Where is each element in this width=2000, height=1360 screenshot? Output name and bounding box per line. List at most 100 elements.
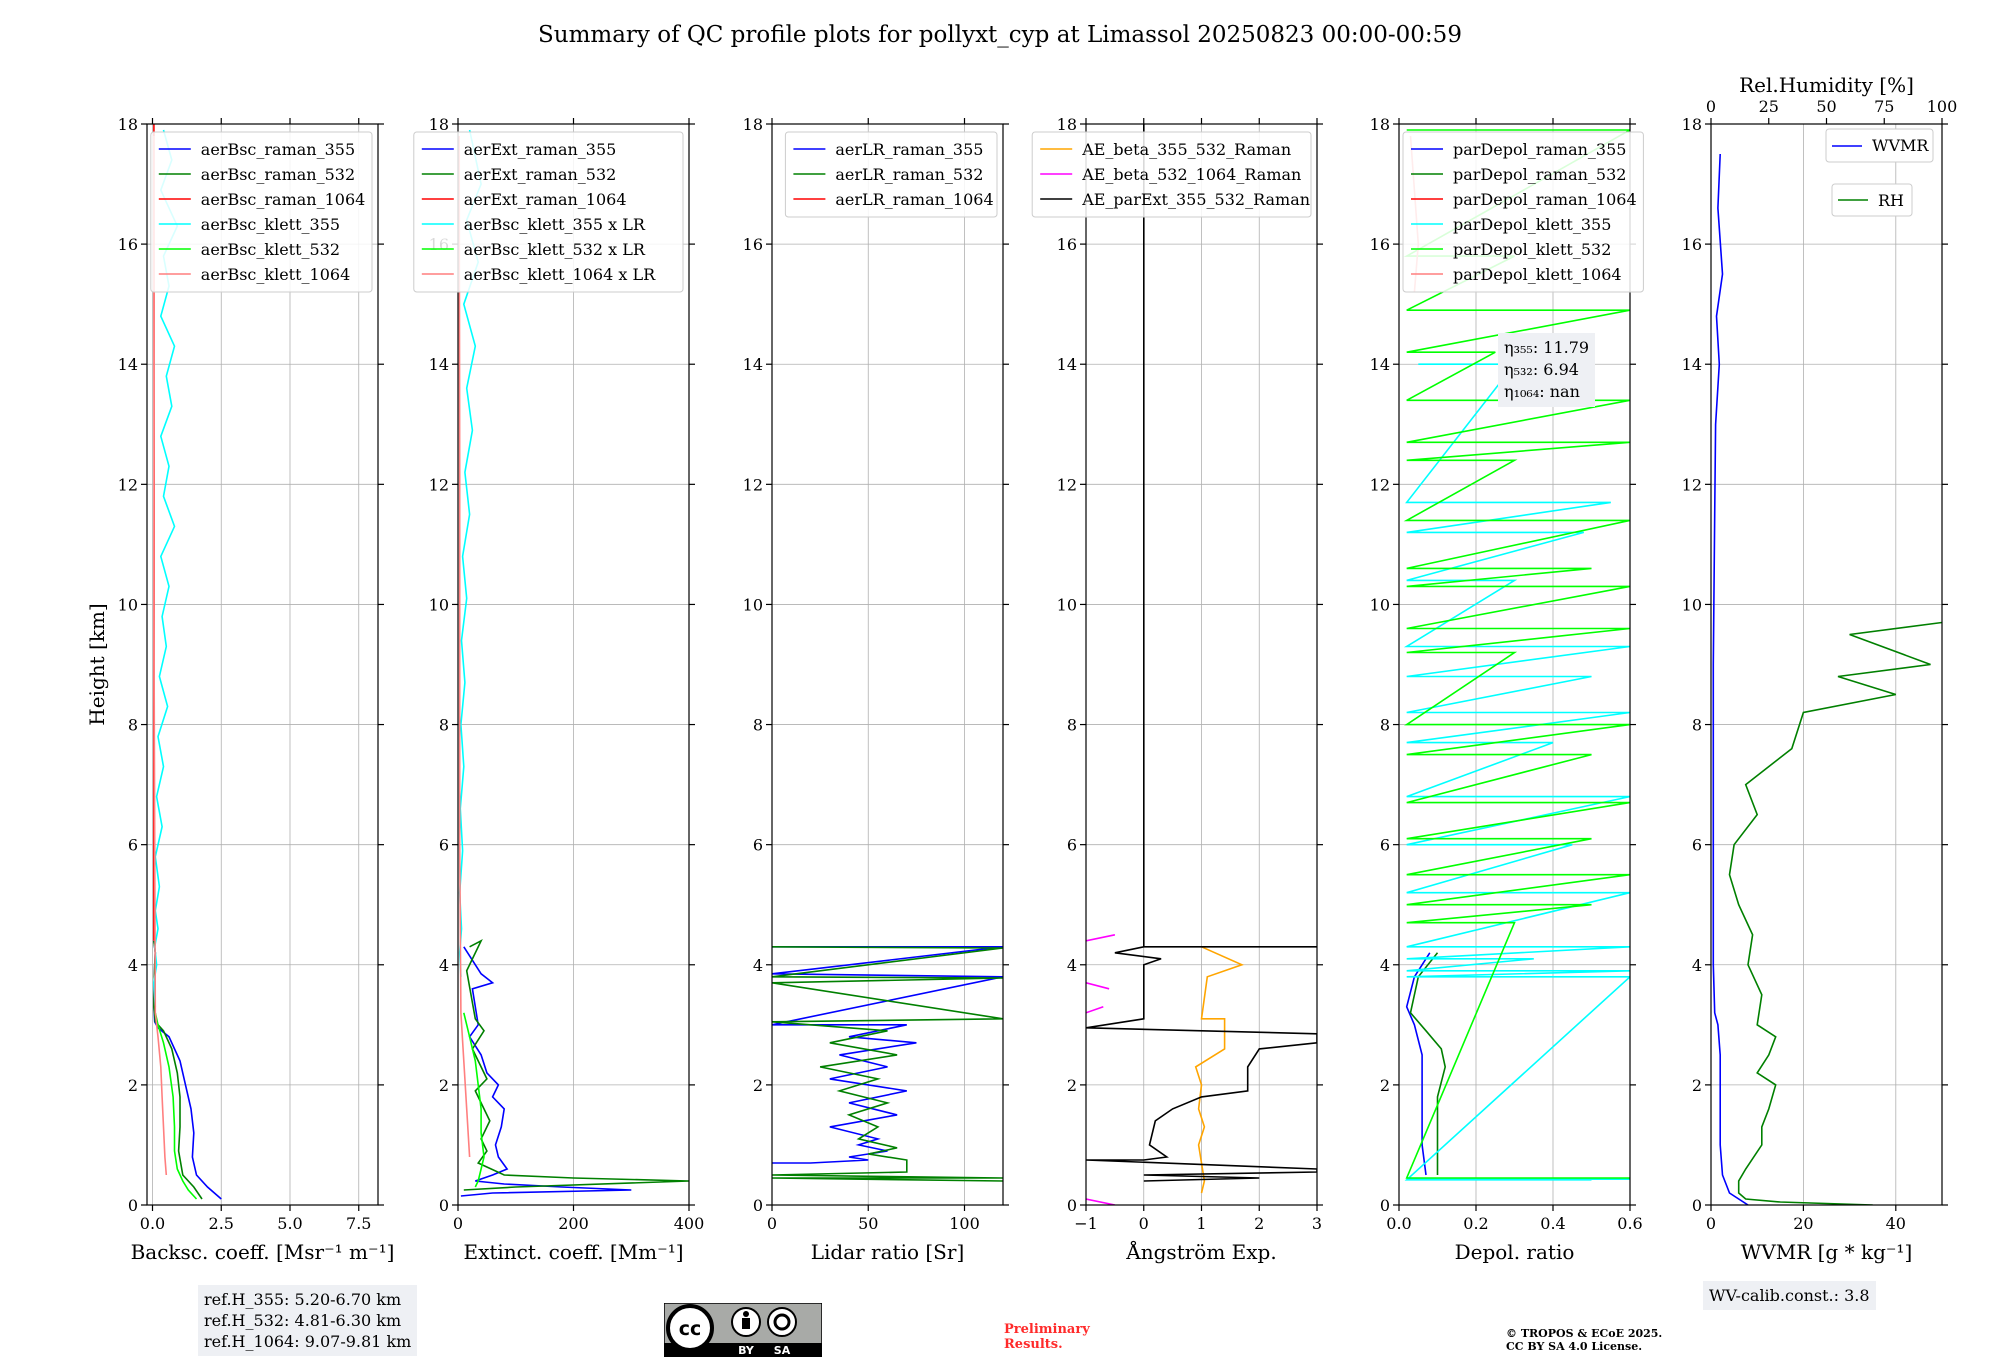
y-tick-label: 8 xyxy=(1380,716,1390,735)
y-tick-label: 0 xyxy=(1067,1196,1077,1215)
x-tick-label: 40 xyxy=(1886,1214,1906,1233)
x-tick-label: 0.2 xyxy=(1463,1214,1488,1233)
x-tick-label: 2.5 xyxy=(209,1214,234,1233)
x-tick-label: 0.6 xyxy=(1617,1214,1642,1233)
y-tick-label: 2 xyxy=(128,1076,138,1095)
wv-calib-const: WV-calib.const.: 3.8 xyxy=(1709,1286,1870,1305)
y-tick-label: 2 xyxy=(1380,1076,1390,1095)
series-line-aerBsc_klett_1064 xyxy=(153,135,168,1176)
series-line-AE_beta_355_532_Raman xyxy=(1194,946,1245,1194)
y-tick-label: 0 xyxy=(128,1196,138,1215)
y-tick-label: 6 xyxy=(1692,836,1702,855)
preliminary-note: Preliminary Results. xyxy=(1004,1322,1090,1352)
legend-label: aerBsc_raman_355 xyxy=(201,140,355,159)
x-tick-label: 7.5 xyxy=(346,1214,371,1233)
top-tick-label: 25 xyxy=(1759,97,1779,116)
series-line-aerBsc_klett_532 x LR xyxy=(463,1012,485,1188)
y-tick-label: 16 xyxy=(743,235,763,254)
legend-label: AE_beta_532_1064_Raman xyxy=(1081,165,1301,184)
y-tick-label: 8 xyxy=(1692,716,1702,735)
y-tick-label: 6 xyxy=(1067,836,1077,855)
x-tick-label: 5.0 xyxy=(277,1214,302,1233)
y-tick-label: 10 xyxy=(1370,595,1390,614)
y-tick-label: 0 xyxy=(1692,1196,1702,1215)
y-tick-label: 8 xyxy=(753,716,763,735)
legend-label: aerLR_raman_532 xyxy=(835,165,983,184)
y-tick-label: 4 xyxy=(1067,956,1077,975)
legend-label: aerBsc_klett_532 x LR xyxy=(464,240,646,259)
y-tick-label: 14 xyxy=(1682,355,1702,374)
svg-text:SA: SA xyxy=(774,1344,791,1357)
legend-label: aerBsc_klett_532 xyxy=(201,240,340,259)
series-line-AE_parExt_355_532_Raman xyxy=(1086,124,1317,1182)
y-tick-label: 10 xyxy=(429,595,449,614)
y-tick-label: 4 xyxy=(1692,956,1702,975)
legend: aerLR_raman_355 aerLR_raman_532 aerLR_rama… xyxy=(784,131,998,218)
legend-label: aerExt_raman_1064 xyxy=(464,190,627,209)
series-line-WVMR xyxy=(1712,153,1749,1205)
y-tick-label: 10 xyxy=(743,595,763,614)
panel-1: 0 2 4 6 8 10 12 14 16 18 0.0 2.5 5.0 7.5 Backsc. coeff… xyxy=(85,115,394,1264)
x-axis-label: Extinct. coeff. [Mm⁻¹] xyxy=(463,1240,683,1264)
legend: parDepol_raman_355 parDepol_raman_532 parD… xyxy=(1402,131,1644,293)
x-tick-label: 0 xyxy=(1139,1214,1149,1233)
y-axis-label: Height [km] xyxy=(85,603,109,725)
y-tick-label: 2 xyxy=(753,1076,763,1095)
y-tick-label: 4 xyxy=(1380,956,1390,975)
y-tick-label: 6 xyxy=(128,836,138,855)
top-tick-label: 75 xyxy=(1874,97,1894,116)
y-tick-label: 4 xyxy=(128,956,138,975)
legend-label: AE_beta_355_532_Raman xyxy=(1081,140,1291,159)
y-tick-label: 0 xyxy=(1380,1196,1390,1215)
x-axis-label: Backsc. coeff. [Msr⁻¹ m⁻¹] xyxy=(131,1240,395,1264)
eta-box: η₃₅₅: 11.79 η₅₃₂: 6.94 η₁₀₆₄: nan xyxy=(1498,333,1596,407)
top-tick-label: 100 xyxy=(1927,97,1958,116)
legend-label: aerLR_raman_355 xyxy=(835,140,983,159)
x-tick-label: 0.0 xyxy=(1386,1214,1411,1233)
series-line-parDepol_raman_355 xyxy=(1405,952,1431,1176)
legend-label: parDepol_raman_532 xyxy=(1453,165,1626,184)
y-tick-label: 8 xyxy=(439,716,449,735)
y-tick-label: 18 xyxy=(118,115,138,134)
y-tick-label: 12 xyxy=(1370,475,1390,494)
legend-label: WVMR xyxy=(1872,136,1929,155)
legend-label: parDepol_raman_355 xyxy=(1453,140,1626,159)
y-tick-label: 18 xyxy=(1370,115,1390,134)
legend: AE_beta_355_532_Raman AE_beta_532_1064_Ra… xyxy=(1031,131,1312,218)
legend-label: aerExt_raman_532 xyxy=(464,165,617,184)
y-tick-label: 10 xyxy=(1057,595,1077,614)
legend-label: aerLR_raman_1064 xyxy=(835,190,993,209)
series-line-parDepol_klett_355 xyxy=(1403,363,1630,1181)
y-tick-label: 10 xyxy=(118,595,138,614)
x-tick-label: 1 xyxy=(1196,1214,1206,1233)
x-tick-label: 0.0 xyxy=(140,1214,165,1233)
copyright-note: © TROPOS & ECoE 2025. CC BY SA 4.0 Licen… xyxy=(1506,1327,1663,1353)
legend-label: parDepol_raman_1064 xyxy=(1453,190,1637,209)
series-line-aerBsc_klett_532 xyxy=(154,1012,198,1200)
y-tick-label: 10 xyxy=(1682,595,1702,614)
x-tick-label: 2 xyxy=(1254,1214,1264,1233)
y-tick-label: 12 xyxy=(118,475,138,494)
sa-icon xyxy=(767,1307,797,1337)
wv-calib-box: WV-calib.const.: 3.8 xyxy=(1703,1281,1876,1310)
series-line-aerBsc_raman_355 xyxy=(153,940,222,1200)
eta-532: η₅₃₂: 6.94 xyxy=(1504,360,1579,379)
legend: aerExt_raman_355 aerExt_raman_532 aerExt_r… xyxy=(413,131,684,293)
y-tick-label: 4 xyxy=(753,956,763,975)
eta-1064: η₁₀₆₄: nan xyxy=(1504,382,1580,401)
y-tick-label: 14 xyxy=(1057,355,1077,374)
svg-text:cc: cc xyxy=(679,1318,702,1340)
y-tick-label: 4 xyxy=(439,956,449,975)
y-tick-label: 0 xyxy=(753,1196,763,1215)
series-line-RH xyxy=(1728,621,1942,1205)
axes-frame xyxy=(771,123,1004,1206)
y-tick-label: 0 xyxy=(439,1196,449,1215)
y-tick-label: 14 xyxy=(429,355,449,374)
legend-label: RH xyxy=(1878,191,1904,210)
series-line-parDepol_klett_532 xyxy=(1403,129,1630,1179)
legend-label: parDepol_klett_1064 xyxy=(1453,265,1622,284)
x-tick-label: 0 xyxy=(767,1214,777,1233)
x-tick-label: 0.4 xyxy=(1540,1214,1565,1233)
top-axis-label: Rel.Humidity [%] xyxy=(1739,73,1914,97)
